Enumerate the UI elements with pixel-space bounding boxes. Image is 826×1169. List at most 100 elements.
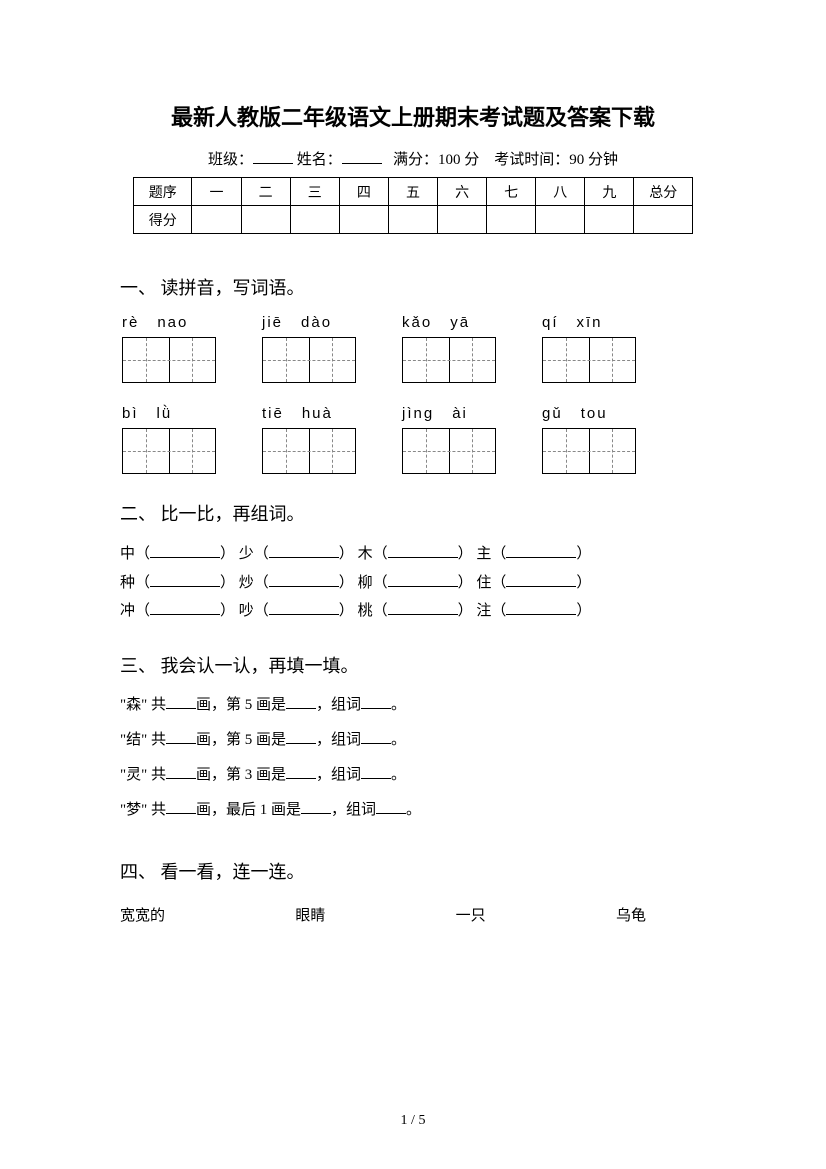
col-header: 七 xyxy=(487,178,536,206)
score-value: 100 分 xyxy=(438,152,479,168)
q2-char: 柳（ xyxy=(358,575,388,591)
q2-blank[interactable] xyxy=(506,544,576,558)
q3-blank[interactable] xyxy=(166,765,196,779)
q3-end: ，组词 xyxy=(316,767,361,783)
page-current: 1 xyxy=(401,1113,408,1128)
q2-close: ） xyxy=(576,575,591,591)
q3-mid: 画，最后 1 画是 xyxy=(196,802,301,818)
q2-blank[interactable] xyxy=(388,601,458,615)
score-cell[interactable] xyxy=(634,206,693,234)
page-number: 1 / 5 xyxy=(0,1113,826,1129)
q2-char: 主（ xyxy=(476,546,506,562)
q2-blank[interactable] xyxy=(388,573,458,587)
col-header: 九 xyxy=(585,178,634,206)
pinyin: jiē xyxy=(262,314,283,331)
q3-line: "梦" 共画，最后 1 画是，组词。 xyxy=(120,797,706,824)
q2-close: ） xyxy=(339,546,358,562)
q3-suffix: 。 xyxy=(406,802,421,818)
q2-close: ） xyxy=(458,546,477,562)
q3-char: "梦" 共 xyxy=(120,802,166,818)
score-cell[interactable] xyxy=(339,206,388,234)
q3-blank[interactable] xyxy=(361,765,391,779)
class-label: 班级： xyxy=(208,152,253,168)
tianzige-box[interactable] xyxy=(262,337,356,383)
q3-mid: 画，第 5 画是 xyxy=(196,697,286,713)
q3-blank[interactable] xyxy=(361,695,391,709)
q2-blank[interactable] xyxy=(150,601,220,615)
pinyin: huà xyxy=(302,405,333,422)
q3-blank[interactable] xyxy=(286,765,316,779)
match-item: 乌龟 xyxy=(616,904,646,925)
tianzige-row xyxy=(120,428,706,474)
pinyin-group: kǎo yā xyxy=(402,314,496,331)
score-cell[interactable] xyxy=(241,206,290,234)
q2-char: 注（ xyxy=(476,603,506,619)
q2-row: 冲（） 吵（） 桃（） 注（） xyxy=(120,597,706,626)
q2-char: 住（ xyxy=(476,575,506,591)
score-cell[interactable] xyxy=(388,206,437,234)
q3-suffix: 。 xyxy=(391,767,406,783)
col-header: 五 xyxy=(388,178,437,206)
q2-blank[interactable] xyxy=(269,544,339,558)
table-row: 得分 xyxy=(134,206,693,234)
q3-blank[interactable] xyxy=(286,730,316,744)
score-cell[interactable] xyxy=(290,206,339,234)
score-cell[interactable] xyxy=(536,206,585,234)
q3-blank[interactable] xyxy=(286,695,316,709)
q2-blank[interactable] xyxy=(388,544,458,558)
section-3-body: "森" 共画，第 5 画是，组词。"结" 共画，第 5 画是，组词。"灵" 共画… xyxy=(120,692,706,824)
q3-char: "结" 共 xyxy=(120,732,166,748)
name-label: 姓名： xyxy=(297,152,342,168)
pinyin: nao xyxy=(157,314,188,331)
q2-close: ） xyxy=(576,546,591,562)
pinyin: lǜ xyxy=(157,405,173,422)
pinyin-group: bìlǜ xyxy=(122,405,216,422)
pinyin: yā xyxy=(450,314,470,331)
match-item: 眼睛 xyxy=(295,904,325,925)
score-cell[interactable] xyxy=(585,206,634,234)
q2-row: 中（） 少（） 木（） 主（） xyxy=(120,540,706,569)
q3-blank[interactable] xyxy=(166,695,196,709)
q2-blank[interactable] xyxy=(269,573,339,587)
score-cell[interactable] xyxy=(487,206,536,234)
q2-close: ） xyxy=(339,575,358,591)
q2-blank[interactable] xyxy=(506,601,576,615)
q2-char: 吵（ xyxy=(239,603,269,619)
name-blank[interactable] xyxy=(342,150,382,164)
q3-blank[interactable] xyxy=(376,800,406,814)
pinyin-row: rènao jiēdào kǎoyā qíxīn xyxy=(120,314,706,331)
q2-char: 少（ xyxy=(239,546,269,562)
tianzige-box[interactable] xyxy=(402,428,496,474)
tianzige-box[interactable] xyxy=(542,337,636,383)
table-row: 题序 一 二 三 四 五 六 七 八 九 总分 xyxy=(134,178,693,206)
q2-blank[interactable] xyxy=(150,573,220,587)
col-total: 总分 xyxy=(634,178,693,206)
section-4-row: 宽宽的 眼睛 一只 乌龟 xyxy=(120,904,706,925)
score-table: 题序 一 二 三 四 五 六 七 八 九 总分 得分 xyxy=(133,177,693,234)
q2-close: ） xyxy=(339,603,358,619)
q3-blank[interactable] xyxy=(166,800,196,814)
pinyin: kǎo xyxy=(402,314,432,331)
page-sep: / xyxy=(408,1113,419,1128)
q2-blank[interactable] xyxy=(506,573,576,587)
q3-blank[interactable] xyxy=(166,730,196,744)
col-header: 八 xyxy=(536,178,585,206)
tianzige-box[interactable] xyxy=(402,337,496,383)
score-cell[interactable] xyxy=(192,206,241,234)
tianzige-box[interactable] xyxy=(122,428,216,474)
q2-blank[interactable] xyxy=(269,601,339,615)
pinyin-group: tiēhuà xyxy=(262,405,356,422)
q3-mid: 画，第 3 画是 xyxy=(196,767,286,783)
tianzige-box[interactable] xyxy=(262,428,356,474)
row-label: 题序 xyxy=(134,178,192,206)
pinyin: gǔ xyxy=(542,405,563,422)
score-cell[interactable] xyxy=(438,206,487,234)
q3-blank[interactable] xyxy=(361,730,391,744)
class-blank[interactable] xyxy=(253,150,293,164)
match-item: 一只 xyxy=(456,904,486,925)
pinyin: ài xyxy=(452,405,468,422)
q3-blank[interactable] xyxy=(301,800,331,814)
tianzige-box[interactable] xyxy=(122,337,216,383)
tianzige-box[interactable] xyxy=(542,428,636,474)
q2-blank[interactable] xyxy=(150,544,220,558)
